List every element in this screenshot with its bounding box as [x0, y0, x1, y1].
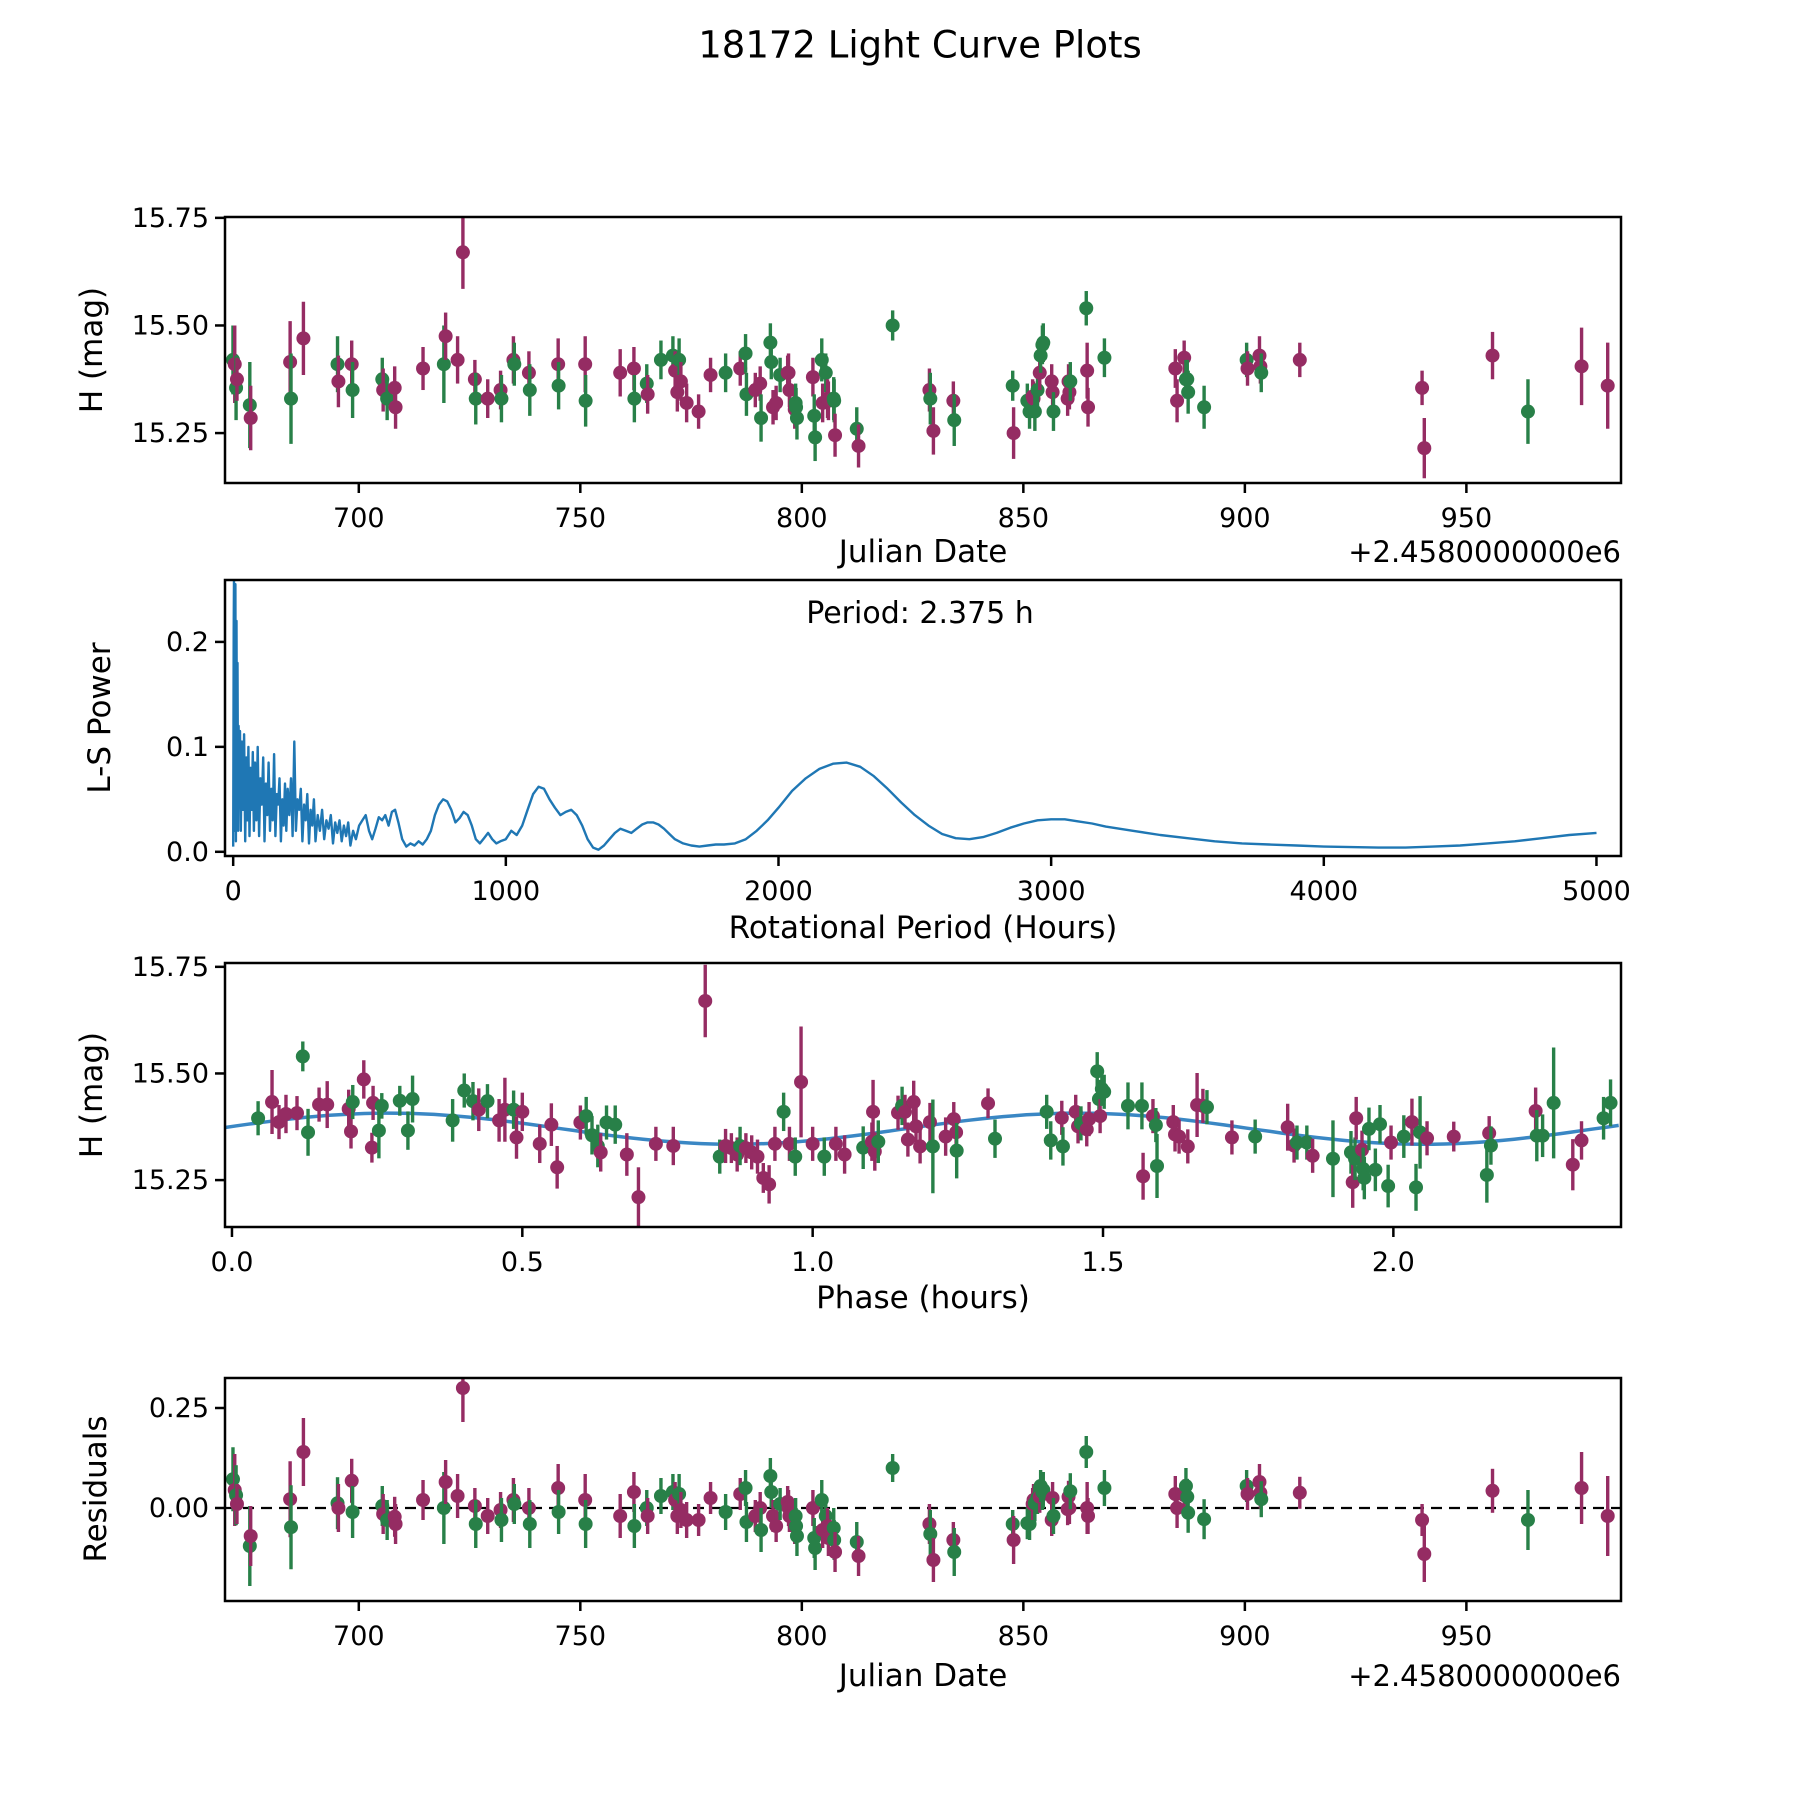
- panel2-x-axis-label: Rotational Period (Hours): [728, 910, 1118, 946]
- panel2-y-axis-label: L-S Power: [82, 642, 118, 794]
- panel3-y-axis-label: H (mag): [74, 1031, 110, 1159]
- panel1-axis-offset: +2.4580000000e6: [1348, 535, 1621, 569]
- svg-text:15.25: 15.25: [132, 1165, 209, 1196]
- svg-text:15.50: 15.50: [132, 1058, 209, 1089]
- svg-text:700: 700: [333, 1621, 385, 1652]
- svg-text:0.00: 0.00: [149, 1493, 209, 1524]
- chart-title: 18172 Light Curve Plots: [698, 23, 1142, 67]
- svg-text:850: 850: [998, 1621, 1050, 1652]
- svg-text:700: 700: [333, 503, 385, 534]
- svg-text:2.0: 2.0: [1372, 1247, 1415, 1278]
- svg-text:900: 900: [1219, 1621, 1271, 1652]
- svg-text:0.5: 0.5: [501, 1247, 544, 1278]
- svg-text:850: 850: [998, 503, 1050, 534]
- svg-text:750: 750: [555, 503, 607, 534]
- panel1-x-axis-label: Julian Date: [838, 534, 1008, 570]
- svg-text:750: 750: [555, 1621, 607, 1652]
- svg-text:0.2: 0.2: [166, 627, 209, 658]
- panel3-x-axis-label: Phase (hours): [816, 1280, 1030, 1316]
- svg-text:950: 950: [1441, 503, 1493, 534]
- svg-text:0.25: 0.25: [149, 1393, 209, 1424]
- svg-text:2000: 2000: [744, 876, 813, 907]
- svg-text:900: 900: [1219, 503, 1271, 534]
- panel4-y-axis-label: Residuals: [78, 1415, 114, 1563]
- svg-text:0.0: 0.0: [210, 1247, 253, 1278]
- svg-text:3000: 3000: [1017, 876, 1086, 907]
- periodogram-annotation: Period: 2.375 h: [806, 596, 1034, 631]
- panel4-x-axis-label: Julian Date: [838, 1658, 1008, 1694]
- svg-text:1.0: 1.0: [791, 1247, 834, 1278]
- panel1-y-axis-label: H (mag): [74, 286, 110, 414]
- svg-text:950: 950: [1441, 1621, 1493, 1652]
- svg-text:1.5: 1.5: [1082, 1247, 1125, 1278]
- svg-text:800: 800: [776, 503, 828, 534]
- svg-text:0.1: 0.1: [166, 732, 209, 763]
- svg-text:0: 0: [225, 876, 242, 907]
- svg-text:1000: 1000: [471, 876, 540, 907]
- svg-text:15.50: 15.50: [132, 310, 209, 341]
- svg-text:15.75: 15.75: [132, 203, 209, 234]
- svg-text:0.0: 0.0: [166, 837, 209, 868]
- panel4-axis-offset: +2.4580000000e6: [1348, 1659, 1621, 1693]
- svg-text:4000: 4000: [1289, 876, 1358, 907]
- svg-text:15.75: 15.75: [132, 952, 209, 983]
- svg-text:5000: 5000: [1562, 876, 1631, 907]
- svg-text:15.25: 15.25: [132, 418, 209, 449]
- svg-text:800: 800: [776, 1621, 828, 1652]
